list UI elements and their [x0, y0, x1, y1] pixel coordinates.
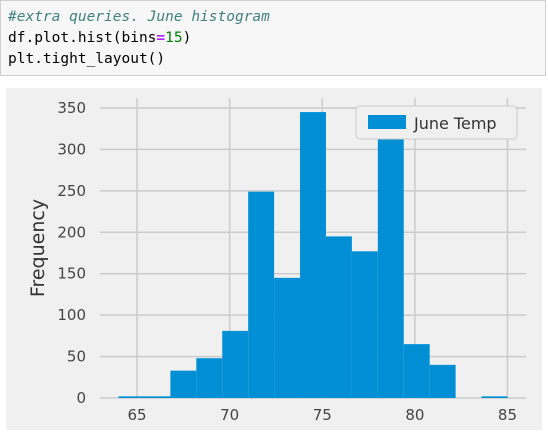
- y-axis-label: Frequency: [27, 199, 49, 297]
- output-area: 0 50 100 150 200 250 300 350 65 70 75 80 85 Frequen…: [6, 88, 542, 430]
- histogram-bar: [248, 191, 275, 398]
- y-tick-label: 150: [57, 265, 86, 283]
- histogram-bar: [403, 344, 430, 398]
- legend-box: [355, 105, 518, 140]
- legend: June Temp: [355, 105, 518, 140]
- y-tick-label: 50: [67, 348, 86, 366]
- legend-label: June Temp: [413, 114, 497, 133]
- plot-area: [100, 98, 526, 399]
- y-tick-labels: 0 50 100 150 200 250 300 350: [57, 99, 86, 407]
- histogram-bar: [196, 358, 223, 398]
- histogram-bar: [351, 251, 378, 398]
- x-tick-labels: 65 70 75 80 85: [127, 406, 517, 424]
- y-tick-label: 350: [57, 99, 86, 117]
- code-line-plot: df.plot.hist(bins=15): [8, 28, 545, 49]
- histogram-bars: [118, 112, 508, 399]
- x-tick-label: 70: [220, 406, 239, 424]
- legend-swatch: [368, 115, 406, 129]
- histogram-bar: [222, 330, 249, 398]
- y-tick-label: 0: [76, 389, 86, 407]
- histogram-bar: [481, 396, 508, 398]
- histogram-bar: [118, 396, 145, 398]
- code-line-layout: plt.tight_layout(): [8, 49, 545, 70]
- histogram-bar: [144, 396, 171, 398]
- code-cell[interactable]: #extra queries. June histogram df.plot.h…: [0, 0, 546, 76]
- y-tick-label: 300: [57, 140, 86, 158]
- histogram-bar: [274, 277, 301, 398]
- x-tick-label: 80: [405, 406, 424, 424]
- histogram-bar: [429, 364, 456, 398]
- code-layout-call: plt.tight_layout(): [8, 51, 166, 67]
- y-tick-label: 200: [57, 223, 86, 241]
- code-operator: =: [156, 30, 166, 46]
- x-tick-label: 75: [313, 406, 332, 424]
- y-tick-label: 250: [57, 182, 86, 200]
- code-call: df.plot.hist(bins: [8, 30, 157, 46]
- histogram-bar: [170, 370, 197, 398]
- code-line-comment: #extra queries. June histogram: [8, 7, 545, 28]
- histogram-bar: [300, 112, 326, 399]
- x-tick-label: 85: [498, 406, 517, 424]
- histogram-chart: 0 50 100 150 200 250 300 350 65 70 75 80 85 Frequen…: [6, 88, 542, 430]
- code-close-paren: ): [182, 30, 192, 46]
- y-tick-label: 100: [57, 306, 86, 324]
- code-comment: #extra queries. June histogram: [8, 9, 270, 25]
- code-number: 15: [165, 30, 183, 46]
- histogram-bar: [377, 136, 404, 399]
- histogram-bar: [325, 236, 352, 398]
- x-tick-label: 65: [127, 406, 146, 424]
